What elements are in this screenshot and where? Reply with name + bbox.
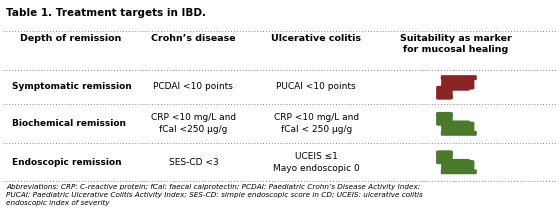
FancyBboxPatch shape <box>436 95 453 100</box>
FancyBboxPatch shape <box>441 169 477 174</box>
FancyBboxPatch shape <box>444 88 453 91</box>
FancyBboxPatch shape <box>436 113 453 126</box>
Text: PCDAI <10 points: PCDAI <10 points <box>153 82 234 91</box>
FancyBboxPatch shape <box>444 120 453 123</box>
Text: CRP <10 mg/L and
fCal <250 μg/g: CRP <10 mg/L and fCal <250 μg/g <box>151 113 236 134</box>
Text: UCEIS ≤1
Mayo endoscopic 0: UCEIS ≤1 Mayo endoscopic 0 <box>273 152 360 173</box>
Text: Crohn’s disease: Crohn’s disease <box>151 34 236 43</box>
FancyBboxPatch shape <box>441 78 474 90</box>
FancyBboxPatch shape <box>452 88 461 91</box>
Text: SES-CD <3: SES-CD <3 <box>169 158 218 167</box>
FancyBboxPatch shape <box>461 159 470 162</box>
FancyBboxPatch shape <box>441 131 477 136</box>
FancyBboxPatch shape <box>436 86 453 99</box>
Text: Symptomatic remission: Symptomatic remission <box>12 82 132 91</box>
FancyBboxPatch shape <box>452 159 461 162</box>
Text: Depth of remission: Depth of remission <box>20 34 121 43</box>
FancyBboxPatch shape <box>441 75 477 80</box>
Text: Endoscopic remission: Endoscopic remission <box>12 158 122 167</box>
Text: PUCAI <10 points: PUCAI <10 points <box>277 82 356 91</box>
Text: CRP <10 mg/L and
fCal < 250 μg/g: CRP <10 mg/L and fCal < 250 μg/g <box>274 113 359 134</box>
FancyBboxPatch shape <box>444 159 453 162</box>
FancyBboxPatch shape <box>436 150 453 155</box>
Text: Ulcerative colitis: Ulcerative colitis <box>271 34 361 43</box>
Text: Biochemical remission: Biochemical remission <box>12 119 126 128</box>
Text: Table 1. Treatment targets in IBD.: Table 1. Treatment targets in IBD. <box>6 8 206 18</box>
FancyBboxPatch shape <box>461 88 470 91</box>
FancyBboxPatch shape <box>436 112 453 117</box>
FancyBboxPatch shape <box>452 120 461 123</box>
Text: Abbreviations: CRP: C-reactive protein; fCal: faecal calprotectin; PCDAI: Paedia: Abbreviations: CRP: C-reactive protein; … <box>6 184 423 206</box>
FancyBboxPatch shape <box>441 160 474 172</box>
FancyBboxPatch shape <box>441 122 474 134</box>
Text: Suitability as marker
for mucosal healing: Suitability as marker for mucosal healin… <box>400 34 512 54</box>
FancyBboxPatch shape <box>461 120 470 123</box>
FancyBboxPatch shape <box>436 151 453 164</box>
